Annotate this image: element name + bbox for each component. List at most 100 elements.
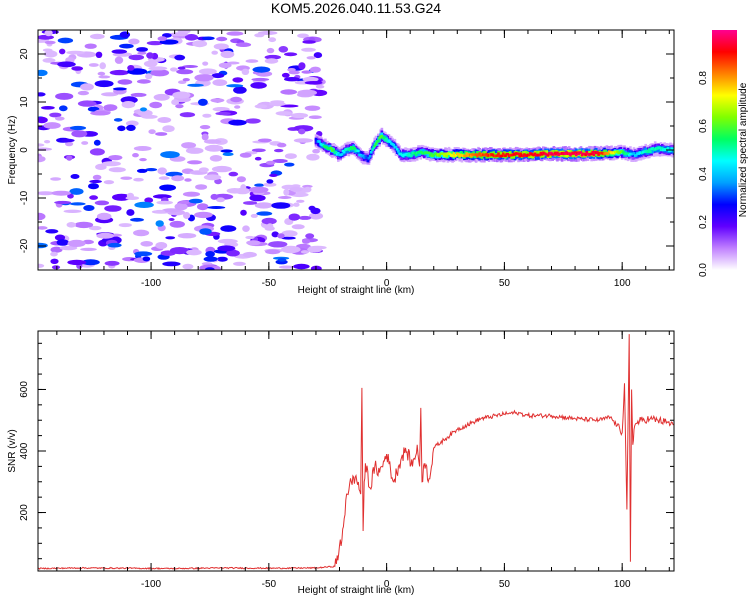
noise-cell xyxy=(204,139,222,144)
noise-cell xyxy=(44,140,51,144)
ridge-cell xyxy=(632,152,636,155)
noise-cell xyxy=(187,83,204,87)
noise-cell xyxy=(296,199,305,203)
noise-cell xyxy=(202,61,209,66)
colorbar-gradient xyxy=(712,30,737,270)
noise-cell xyxy=(126,192,134,199)
ridge-cell xyxy=(501,152,505,156)
noise-cell xyxy=(89,195,98,200)
ridge-cell xyxy=(457,152,460,156)
noise-cell xyxy=(77,90,89,96)
noise-cell xyxy=(233,261,246,266)
noise-cell xyxy=(140,107,147,112)
ridge-cell xyxy=(368,154,372,158)
noise-cell xyxy=(38,143,45,147)
ridge-cell xyxy=(672,150,674,153)
noise-cell xyxy=(119,31,131,38)
noise-cell xyxy=(266,47,275,54)
noise-cell xyxy=(88,63,99,67)
noise-cell xyxy=(266,223,274,230)
noise-cell xyxy=(220,50,235,59)
y-tick-label: 10 xyxy=(19,96,30,108)
noise-cell xyxy=(137,51,147,55)
noise-cell xyxy=(275,111,293,116)
noise-cell xyxy=(242,251,257,258)
noise-cell xyxy=(268,37,277,43)
noise-cell xyxy=(274,148,284,153)
noise-cell xyxy=(67,239,86,247)
ridge-cell xyxy=(465,152,468,155)
noise-cell xyxy=(49,112,62,118)
noise-cell xyxy=(148,66,168,71)
noise-cell xyxy=(137,109,153,117)
noise-cell xyxy=(284,162,295,167)
noise-cell xyxy=(246,240,261,246)
noise-cell xyxy=(309,66,321,73)
noise-cell xyxy=(38,116,48,124)
ridge-cell xyxy=(397,150,400,153)
ridge-cell xyxy=(407,152,411,155)
noise-cell xyxy=(169,247,190,255)
noise-cell xyxy=(56,239,69,246)
noise-cell xyxy=(243,201,258,205)
noise-cell xyxy=(42,58,56,63)
spectrogram-x-label: Height of straight line (km) xyxy=(298,285,415,296)
noise-cell xyxy=(289,186,303,192)
noise-cell xyxy=(93,139,101,146)
noise-cell xyxy=(308,115,322,119)
noise-cell xyxy=(140,241,153,247)
noise-cell xyxy=(226,31,244,36)
ridge-cell xyxy=(554,152,558,156)
noise-cell xyxy=(45,229,59,234)
noise-cell xyxy=(204,144,224,152)
noise-cell xyxy=(198,68,217,75)
noise-cell xyxy=(108,155,123,161)
ridge-cell xyxy=(384,139,387,142)
noise-cell xyxy=(145,168,158,172)
ridge-cell xyxy=(365,156,368,159)
noise-cell xyxy=(120,176,133,180)
noise-cell xyxy=(57,61,76,68)
noise-cell xyxy=(272,159,288,163)
snr-y-label: SNR (v/v) xyxy=(7,429,18,472)
noise-cell xyxy=(251,148,266,153)
noise-cell xyxy=(117,125,126,132)
noise-cell xyxy=(38,34,54,40)
noise-cell xyxy=(222,152,234,156)
noise-cell xyxy=(118,223,132,228)
noise-cell xyxy=(254,183,265,187)
y-tick-label: 0 xyxy=(19,147,30,153)
y-tick-label: -20 xyxy=(19,238,30,253)
noise-cell xyxy=(240,184,247,192)
colorbar-tick-label: 0.2 xyxy=(698,215,709,229)
ridge-cell xyxy=(626,152,630,155)
noise-cell xyxy=(283,188,290,196)
ridge-cell xyxy=(318,140,321,143)
noise-cell xyxy=(178,80,187,84)
ridge-cell xyxy=(385,137,388,141)
noise-cell xyxy=(136,168,148,173)
ridge-cell xyxy=(497,152,500,155)
noise-cell xyxy=(50,246,63,253)
ridge-cell xyxy=(445,154,448,158)
noise-cell xyxy=(268,241,288,248)
noise-cell xyxy=(144,197,154,203)
ridge-cell xyxy=(340,153,344,156)
noise-cell xyxy=(61,138,75,143)
ridge-cell xyxy=(550,151,553,155)
ridge-cell xyxy=(660,147,664,150)
noise-cell xyxy=(66,50,85,55)
ridge-cell xyxy=(671,147,674,151)
ridge-cell xyxy=(669,149,672,153)
noise-cell xyxy=(59,105,68,112)
ridge-cell xyxy=(370,151,373,154)
noise-cell xyxy=(271,202,291,209)
noise-cell xyxy=(38,263,45,268)
noise-cell xyxy=(288,213,300,221)
noise-cell xyxy=(155,132,168,136)
noise-cell xyxy=(304,105,321,111)
noise-cell xyxy=(298,215,312,220)
noise-cell xyxy=(215,111,231,116)
noise-cell xyxy=(263,182,277,187)
colorbar-tick-label: 0.0 xyxy=(698,263,709,277)
